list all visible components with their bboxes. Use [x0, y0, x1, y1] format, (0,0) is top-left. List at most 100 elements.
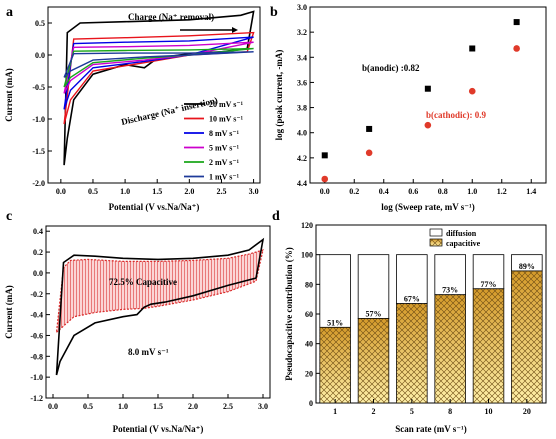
- panel-a-legend-label: 5 mV s⁻¹: [209, 144, 240, 153]
- panel-d-ytick-label: 100: [301, 251, 313, 260]
- bar-capacitive-hatch: [511, 270, 543, 403]
- legend-capacitive-label: capacitive: [446, 239, 481, 248]
- panel-a-series: [63, 10, 255, 166]
- panel-b-point-anodic: [469, 45, 476, 52]
- panel-a-series-5: [63, 51, 254, 78]
- bar-diffusion: [434, 254, 466, 296]
- panel-c-ytick-label: -1.0: [30, 373, 43, 382]
- panel-b-ytick-label: 3.6: [297, 78, 307, 87]
- bar-capacitive-hatch: [396, 303, 428, 403]
- panel-d-xtick-label: 10: [485, 407, 493, 416]
- panel-c-xticks: 0.0 0.5 1.0 1.5 2.0 2.5 3.0: [48, 394, 268, 411]
- panel-b-xlabel: log (Sweep rate, mV s⁻¹): [381, 202, 475, 212]
- panel-c-scanrate-annotation: 8.0 mV s⁻¹: [128, 347, 169, 357]
- panel-c-cv-curve: [55, 237, 265, 376]
- panel-a-xtick-label: 3.0: [249, 187, 259, 196]
- panel-b-frame: [309, 6, 547, 184]
- panel-c-series: [55, 237, 265, 376]
- panel-c-ylabel: Current (mA): [4, 285, 14, 339]
- panel-a-legend-label: 2 mV s⁻¹: [209, 158, 240, 167]
- panel-b-xtick-label: 1.2: [497, 187, 507, 196]
- panel-c-xtick-label: 0.0: [48, 402, 58, 411]
- panel-a-yticks: 0.5 0.0 -0.5 -1.0 -1.5 -2.0: [32, 19, 52, 188]
- panel-c-ytick-label: -0.8: [30, 352, 43, 361]
- bar-value-label: 57%: [366, 309, 382, 318]
- panel-b-point-anodic: [424, 85, 431, 92]
- panel-c-xtick-label: 2.5: [223, 402, 233, 411]
- panel-letter-a: a: [6, 5, 13, 20]
- panel-a-ytick-label: -2.0: [32, 179, 45, 188]
- panel-b-ytick-label: 4.0: [297, 129, 307, 138]
- panel-c-xtick-label: 0.5: [83, 402, 93, 411]
- panel-a-xtick-label: 2.5: [216, 187, 226, 196]
- panel-c-xtick-label: 1.0: [118, 402, 128, 411]
- panel-letter-d: d: [272, 209, 280, 224]
- panel-b-point-cathodic: [468, 87, 476, 95]
- panel-a-xtick-label: 1.0: [120, 187, 130, 196]
- panel-c-ytick-label: -0.6: [30, 331, 43, 340]
- panel-b-point-cathodic: [513, 45, 520, 52]
- panel-d-legend: diffusion capacitive: [429, 228, 481, 248]
- panel-d-ylabel: Pseudocapacitive contribution (%): [284, 247, 294, 381]
- panel-b-ytick-label: 4.2: [297, 154, 307, 163]
- panel-a-xtick-label: 1.5: [152, 187, 162, 196]
- bar-value-label: 89%: [519, 262, 535, 271]
- panel-a-ytick-label: 0.0: [35, 51, 45, 60]
- panel-letter-c: c: [6, 209, 12, 224]
- bar-capacitive-hatch: [358, 318, 389, 403]
- panel-a-frame: [47, 6, 261, 184]
- panel-b-points: [321, 19, 520, 183]
- panel-a-ytick-label: -1.5: [32, 147, 45, 156]
- panel-b-xtick-label: 1.0: [467, 187, 477, 196]
- panel-d-xtick-label: 2: [372, 407, 376, 416]
- panel-b-point-anodic: [366, 125, 373, 132]
- panel-d-xtick-label: 8: [448, 407, 452, 416]
- panel-c-ytick-label: -0.2: [30, 290, 43, 299]
- panel-a-legend: 20 mV s⁻¹ 10 mV s⁻¹ 8 mV s⁻¹ 5 mV s⁻¹ 2 mV s…: [184, 100, 244, 182]
- panel-b-ytick-label: 3.2: [297, 28, 307, 37]
- panel-b-point-anodic: [321, 152, 328, 159]
- bar-capacitive-hatch: [319, 327, 351, 403]
- panel-b-xtick-label: 1.4: [526, 187, 536, 196]
- panel-d-ytick-label: 80: [305, 280, 313, 289]
- panel-b: 0.0 0.2 0.4 0.6 0.8 1.0 1.2 1.4 3.0 3.2 3.4 3.6 3.8…: [274, 3, 547, 212]
- panel-c-capacitive-outline: [55, 249, 264, 334]
- panel-a-discharge-annotation: Discharge (Na⁺ insertion): [120, 95, 218, 127]
- panel-b-point-anodic: [513, 19, 520, 26]
- panel-a-ytick-label: -0.5: [32, 83, 45, 92]
- panel-a-series-2: [63, 36, 254, 110]
- panel-a-legend-label: 8 mV s⁻¹: [209, 129, 240, 138]
- panel-letter-b: b: [270, 5, 278, 20]
- panel-a-legend-label: 10 mV s⁻¹: [209, 115, 244, 124]
- panel-b-ytick-label: 3.8: [297, 104, 307, 113]
- panel-d-ytick-label: 20: [305, 369, 313, 378]
- panel-d-yticks: 0 20 40 60 80 100 120: [301, 221, 320, 408]
- panel-a-ytick-label: 0.5: [35, 19, 45, 28]
- panel-a-ylabel: Current (mA): [4, 68, 14, 122]
- panel-b-cathodic-annotation: b(cathodic): 0.9: [426, 110, 486, 120]
- panel-c-xtick-label: 3.0: [258, 402, 268, 411]
- panel-c-xtick-label: 2.0: [188, 402, 198, 411]
- panel-c: 0.0 0.5 1.0 1.5 2.0 2.5 3.0 0.4 0.2 0.0 -0.2 -0.4 -…: [4, 225, 271, 434]
- panel-b-ytick-label: 4.4: [297, 179, 307, 188]
- panel-d: 0 20 40 60 80 100 120 51% 1 57% 2 67% 5 73% 8 77% 10 89%…: [284, 221, 547, 434]
- panel-b-ytick-label: 3.0: [297, 3, 307, 12]
- panel-a-legend-label: 20 mV s⁻¹: [209, 100, 244, 109]
- panel-c-capacitive-annotation: 72.5% Capacitive: [109, 277, 177, 287]
- panel-b-yticks: 3.0 3.2 3.4 3.6 3.8 4.0 4.2 4.4: [297, 3, 314, 188]
- panel-a-xtick-label: 2.0: [184, 187, 194, 196]
- panel-b-xtick-label: 0.2: [349, 187, 359, 196]
- panel-d-bars: 51% 1 57% 2 67% 5 73% 8 77% 10 89% 20: [319, 254, 543, 416]
- bar-value-label: 67%: [404, 295, 420, 304]
- panel-c-ytick-label: 0.0: [33, 269, 43, 278]
- panel-d-ytick-label: 60: [305, 310, 313, 319]
- panel-b-point-cathodic: [365, 149, 373, 157]
- legend-diffusion-swatch: [429, 228, 443, 237]
- panel-b-xtick-label: 0.8: [438, 187, 448, 196]
- bar-value-label: 77%: [481, 280, 497, 289]
- panel-b-ytick-label: 3.4: [297, 53, 307, 62]
- bar-capacitive-hatch: [434, 294, 466, 403]
- bar-capacitive-hatch: [473, 288, 504, 403]
- panel-a-xticks: 0.0 0.5 1.0 1.5 2.0 2.5 3.0: [56, 179, 259, 196]
